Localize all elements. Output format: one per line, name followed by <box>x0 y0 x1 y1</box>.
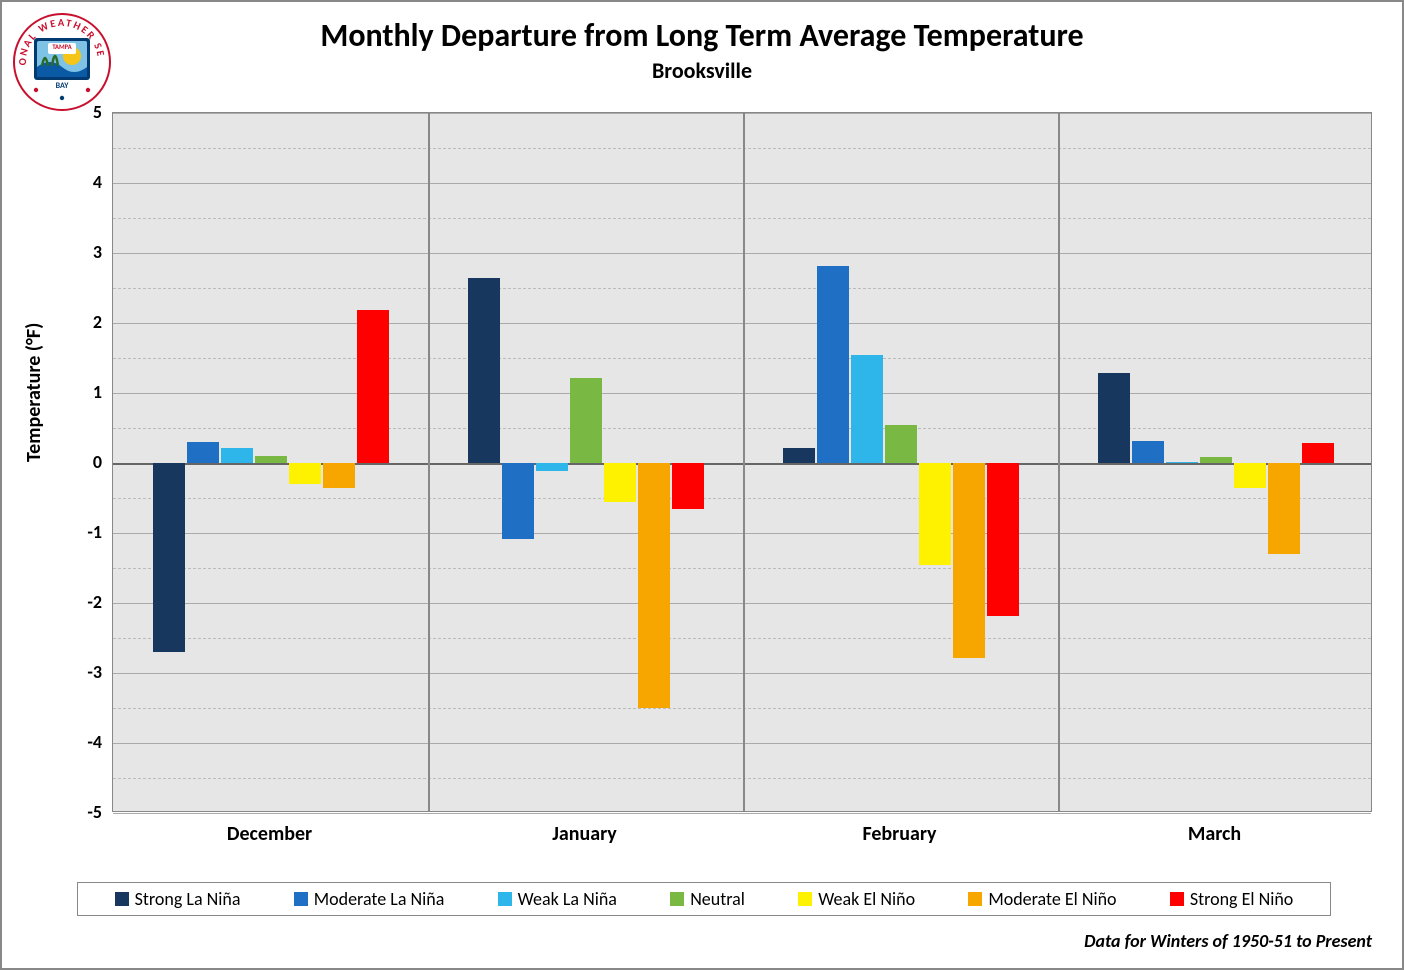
bar <box>1268 463 1300 554</box>
gridline-minor <box>113 778 1371 779</box>
bar <box>817 266 849 463</box>
gridline-major <box>113 743 1371 744</box>
bar <box>1200 457 1232 463</box>
x-tick-label: March <box>1188 822 1241 846</box>
gridline-minor <box>113 498 1371 499</box>
bar <box>783 448 815 463</box>
legend-swatch <box>798 892 812 906</box>
bar <box>187 442 219 463</box>
legend-swatch <box>1170 892 1184 906</box>
legend-swatch <box>670 892 684 906</box>
legend-item: Moderate La Niña <box>294 888 445 910</box>
vgridline <box>743 113 745 811</box>
legend-swatch <box>294 892 308 906</box>
gridline-major <box>113 813 1371 814</box>
legend-item: Strong La Niña <box>115 888 241 910</box>
chart-subtitle: Brooksville <box>2 57 1402 84</box>
bar <box>987 463 1019 616</box>
bar <box>536 463 568 471</box>
y-tick-label: 5 <box>62 101 102 123</box>
gridline-major <box>113 393 1371 394</box>
bar <box>323 463 355 488</box>
bar <box>851 355 883 464</box>
bar <box>289 463 321 484</box>
x-tick-label: December <box>227 822 312 846</box>
gridline-major <box>113 183 1371 184</box>
gridline-minor <box>113 708 1371 709</box>
legend: Strong La Niña Moderate La Niña Weak La Ni… <box>77 882 1331 916</box>
bar <box>953 463 985 658</box>
bar <box>255 456 287 463</box>
bar <box>1234 463 1266 488</box>
y-tick-label: -1 <box>62 521 102 543</box>
footer-note: Data for Winters of 1950-51 to Present <box>1084 930 1372 952</box>
gridline-minor <box>113 428 1371 429</box>
legend-item: Weak El Niño <box>798 888 915 910</box>
legend-swatch <box>115 892 129 906</box>
vgridline <box>1058 113 1060 811</box>
legend-item: Moderate El Niño <box>968 888 1116 910</box>
bar <box>604 463 636 502</box>
y-tick-label: -3 <box>62 661 102 683</box>
y-tick-label: -5 <box>62 801 102 823</box>
legend-swatch <box>498 892 512 906</box>
x-tick-label: February <box>862 822 936 846</box>
gridline-major <box>113 673 1371 674</box>
bar <box>885 425 917 464</box>
bar <box>672 463 704 509</box>
bar <box>638 463 670 708</box>
bar <box>570 378 602 463</box>
legend-label: Neutral <box>690 888 745 910</box>
gridline-major <box>113 323 1371 324</box>
y-tick-label: 4 <box>62 171 102 193</box>
y-tick-label: 0 <box>62 451 102 473</box>
title-block: Monthly Departure from Long Term Average… <box>2 2 1402 84</box>
bar <box>1132 441 1164 463</box>
gridline-minor <box>113 218 1371 219</box>
chart-title: Monthly Departure from Long Term Average… <box>2 16 1402 55</box>
vgridline <box>428 113 430 811</box>
bar <box>1166 462 1198 463</box>
y-axis-label: Temperature (°F) <box>22 323 46 462</box>
legend-label: Weak El Niño <box>818 888 915 910</box>
legend-label: Strong El Niño <box>1190 888 1293 910</box>
bar <box>919 463 951 565</box>
bar <box>153 463 185 652</box>
legend-label: Moderate La Niña <box>314 888 445 910</box>
y-tick-label: 1 <box>62 381 102 403</box>
x-tick-label: January <box>552 822 617 846</box>
gridline-minor <box>113 148 1371 149</box>
bar <box>357 310 389 463</box>
bar <box>1098 373 1130 463</box>
legend-label: Weak La Niña <box>518 888 617 910</box>
y-tick-label: -4 <box>62 731 102 753</box>
gridline-major <box>113 253 1371 254</box>
legend-label: Moderate El Niño <box>988 888 1116 910</box>
y-tick-label: 2 <box>62 311 102 333</box>
bar <box>468 278 500 464</box>
y-tick-label: -2 <box>62 591 102 613</box>
legend-label: Strong La Niña <box>135 888 241 910</box>
gridline-major <box>113 533 1371 534</box>
svg-text:BAY: BAY <box>56 81 70 91</box>
bar <box>1302 443 1334 463</box>
gridline-major <box>113 113 1371 114</box>
nws-tampa-bay-logo: · NATIONAL WEATHER SERVICE · TAMPA BAY <box>12 12 112 112</box>
gridline-minor <box>113 638 1371 639</box>
legend-item: Strong El Niño <box>1170 888 1293 910</box>
legend-item: Neutral <box>670 888 745 910</box>
svg-text:TAMPA: TAMPA <box>52 43 71 51</box>
gridline-major <box>113 603 1371 604</box>
y-tick-label: 3 <box>62 241 102 263</box>
plot-area <box>112 112 1372 812</box>
gridline-minor <box>113 568 1371 569</box>
legend-item: Weak La Niña <box>498 888 617 910</box>
legend-swatch <box>968 892 982 906</box>
chart-container: · NATIONAL WEATHER SERVICE · TAMPA BAY M… <box>0 0 1404 970</box>
bar <box>502 463 534 539</box>
gridline-minor <box>113 288 1371 289</box>
bar <box>221 448 253 463</box>
gridline-minor <box>113 358 1371 359</box>
